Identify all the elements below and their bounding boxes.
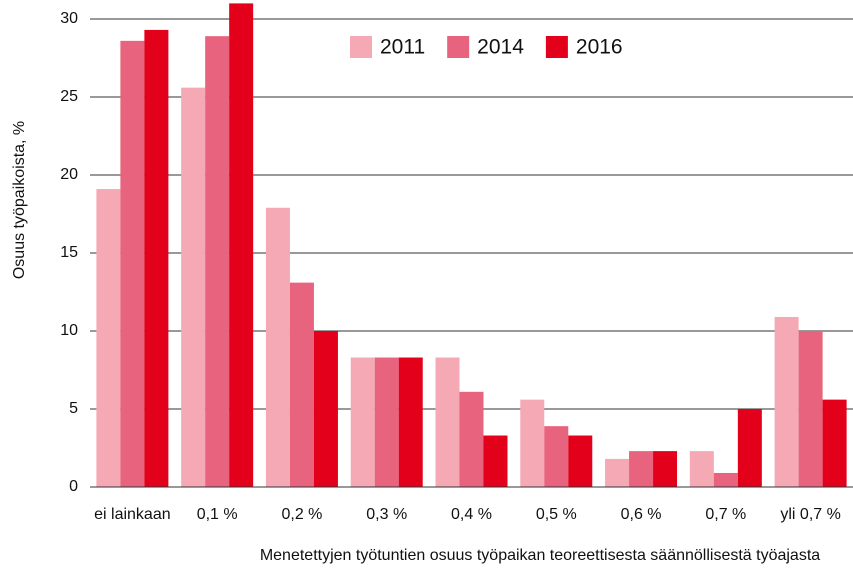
x-tick-label: 0,7 % — [705, 506, 746, 523]
x-tick-label: 0,6 % — [621, 506, 662, 523]
x-tick-label: 0,1 % — [197, 506, 238, 523]
legend-label: 2014 — [477, 36, 524, 59]
bar — [689, 451, 714, 487]
y-tick-label: 10 — [60, 322, 78, 339]
bar — [629, 451, 654, 487]
bar — [520, 399, 545, 487]
x-tick-label: 0,4 % — [451, 506, 492, 523]
x-tick-label: ei lainkaan — [94, 506, 171, 523]
y-tick-label: 5 — [69, 400, 78, 417]
y-tick-label: 25 — [60, 88, 78, 105]
x-tick-label: 0,5 % — [536, 506, 577, 523]
x-tick-label: yli 0,7 % — [780, 506, 840, 523]
bar — [568, 435, 593, 487]
bar — [774, 316, 799, 487]
y-tick-label: 30 — [60, 10, 78, 27]
bar — [205, 36, 230, 487]
bar — [398, 357, 423, 487]
bar — [350, 357, 375, 487]
legend-label: 2016 — [576, 36, 623, 59]
bar — [713, 472, 738, 487]
bar — [459, 391, 484, 487]
legend-swatch — [545, 36, 568, 58]
y-tick-label: 0 — [69, 478, 78, 495]
y-axis-label: Osuus työpaikoista, % — [11, 121, 28, 279]
y-tick-label: 20 — [60, 166, 78, 183]
legend-swatch — [447, 36, 470, 58]
y-tick-label: 15 — [60, 244, 78, 261]
x-axis-label: Menetettyjen työtuntien osuus työpaikan … — [260, 547, 820, 564]
bar — [144, 29, 169, 487]
bar — [120, 40, 145, 488]
legend-swatch — [350, 36, 372, 58]
bar — [605, 458, 630, 487]
bar — [313, 331, 338, 487]
legend-label: 2011 — [380, 36, 425, 59]
bar — [798, 331, 823, 487]
bar — [289, 282, 314, 487]
bar — [435, 357, 460, 487]
bar — [737, 409, 762, 487]
bar — [822, 399, 847, 487]
bar — [374, 357, 399, 487]
bar — [483, 435, 508, 487]
bar — [265, 207, 290, 487]
bar — [544, 426, 569, 487]
bar — [181, 87, 206, 487]
x-tick-label: 0,2 % — [281, 506, 322, 523]
bar — [653, 451, 678, 487]
x-tick-label: 0,3 % — [366, 506, 407, 523]
bar — [96, 189, 121, 488]
bar — [229, 3, 254, 488]
